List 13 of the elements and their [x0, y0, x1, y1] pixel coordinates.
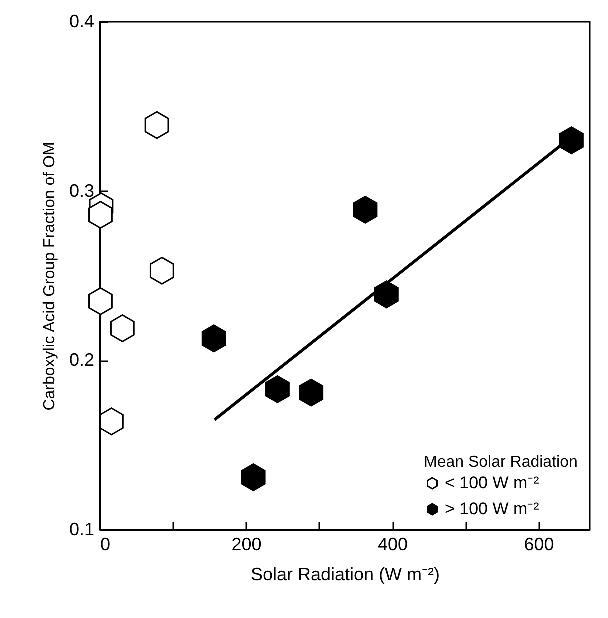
y-tick-label: 0.2	[69, 350, 94, 370]
x-tick-label: 600	[524, 534, 554, 554]
x-tick-label: 200	[232, 534, 262, 554]
legend-label: < 100 W m⁻²	[445, 474, 540, 492]
x-axis-title: Solar Radiation (W m⁻²)	[250, 564, 440, 584]
y-tick-label: 0.4	[69, 12, 94, 32]
legend-title: Mean Solar Radiation	[424, 454, 578, 471]
y-axis-title: Carboxylic Acid Group Fraction of OM	[41, 142, 58, 411]
y-tick-label: 0.3	[69, 180, 94, 201]
legend-label: > 100 W m⁻²	[445, 500, 540, 518]
x-tick-label: 0	[100, 534, 111, 554]
x-tick-label: 400	[378, 534, 408, 554]
y-tick-label: 0.1	[69, 520, 94, 540]
